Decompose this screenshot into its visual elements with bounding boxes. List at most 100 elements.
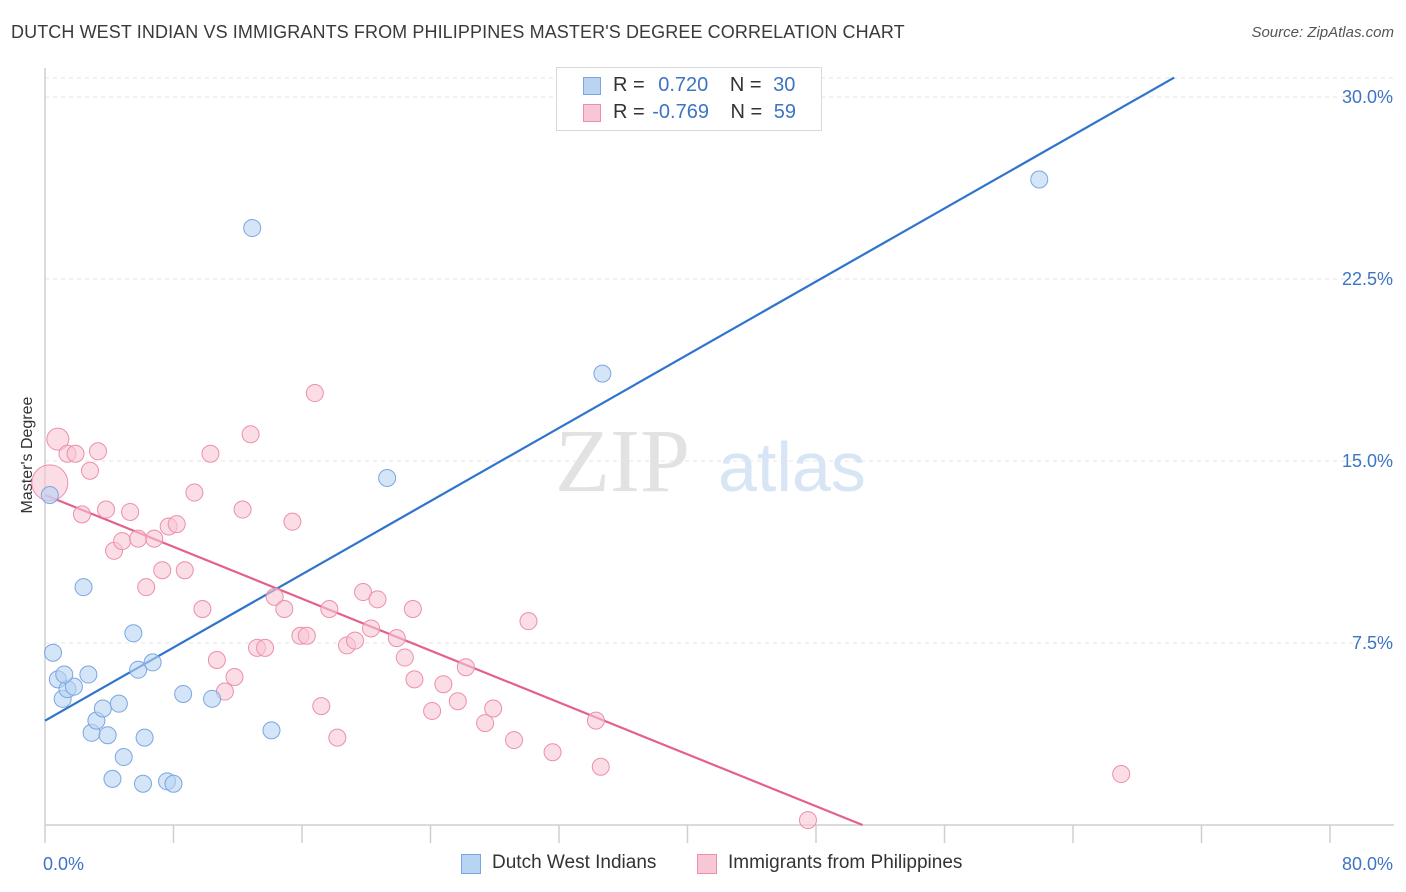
- tick-labels: 7.5% 15.0% 22.5% 30.0% 0.0% 80.0%: [43, 87, 1393, 874]
- data-point-pink: [305, 384, 324, 403]
- bottom-legend-label-blue: Dutch West Indians: [492, 852, 657, 873]
- data-point-blue: [593, 364, 612, 383]
- data-point-pink: [798, 811, 817, 830]
- data-point-pink: [368, 590, 387, 609]
- data-point-pink: [137, 578, 156, 597]
- data-point-blue: [129, 660, 148, 679]
- data-point-pink: [153, 561, 172, 580]
- legend-swatch-blue: [583, 77, 601, 95]
- data-point-blue: [143, 653, 162, 672]
- legend: R = 0.720 N = 30 R = -0.769 N = 59: [556, 67, 822, 131]
- trend-line-blue: [44, 76, 1175, 722]
- data-point-pink: [312, 697, 331, 716]
- legend-r-label: R =: [613, 101, 645, 123]
- trend-line-pink: [44, 493, 863, 827]
- data-point-pink: [185, 483, 204, 502]
- data-point-pink: [519, 612, 538, 631]
- source-label: Source: ZipAtlas.com: [1251, 24, 1394, 41]
- y-tick-label: 15.0%: [1342, 451, 1393, 471]
- data-point-pink: [193, 600, 212, 619]
- data-point-pink: [328, 728, 347, 747]
- data-point-pink: [476, 714, 495, 733]
- bottom-legend-swatch-blue: [461, 854, 481, 874]
- data-point-pink: [403, 600, 422, 619]
- data-point-blue: [93, 699, 112, 718]
- data-point-blue: [109, 694, 128, 713]
- data-point-pink: [448, 692, 467, 711]
- data-point-pink: [346, 631, 365, 650]
- data-point-pink: [505, 731, 524, 750]
- data-point-pink: [320, 600, 339, 619]
- data-point-pink: [167, 515, 186, 534]
- data-point-pink: [283, 512, 302, 531]
- data-point-pink: [423, 701, 442, 720]
- watermark: ZIP atlas: [555, 412, 866, 511]
- data-point-pink: [97, 500, 116, 519]
- data-point-pink: [395, 648, 414, 667]
- legend-n-label: N =: [730, 101, 763, 123]
- y-tick-label: 7.5%: [1352, 633, 1393, 653]
- data-point-blue: [133, 774, 152, 793]
- data-point-pink: [201, 444, 220, 463]
- data-point-pink: [586, 711, 605, 730]
- y-tick-label: 30.0%: [1342, 87, 1393, 107]
- data-point-pink: [241, 425, 260, 444]
- data-point-pink: [362, 619, 381, 638]
- data-point-pink: [233, 500, 252, 519]
- data-point-blue: [55, 665, 74, 684]
- legend-r-label: R =: [613, 74, 645, 96]
- data-point-blue: [378, 468, 397, 487]
- data-point-pink: [456, 658, 475, 677]
- data-point-blue: [74, 578, 93, 597]
- data-point-blue: [203, 689, 222, 708]
- data-point-pink: [66, 444, 85, 463]
- data-point-pink: [1112, 765, 1131, 784]
- data-point-pink: [145, 529, 164, 548]
- data-points: [31, 170, 1131, 830]
- data-point-blue: [114, 748, 133, 767]
- data-point-pink: [354, 583, 373, 602]
- data-point-blue: [1030, 170, 1049, 189]
- data-point-pink: [72, 505, 91, 524]
- data-point-blue: [64, 677, 83, 696]
- data-point-pink: [297, 626, 316, 645]
- data-point-blue: [135, 728, 154, 747]
- data-point-blue: [44, 643, 63, 662]
- y-tick-label: 22.5%: [1342, 269, 1393, 289]
- data-point-pink: [89, 442, 108, 461]
- data-point-pink: [434, 675, 453, 694]
- data-point-blue: [124, 624, 143, 643]
- data-point-blue: [243, 219, 262, 238]
- legend-n-label: N =: [729, 74, 762, 96]
- data-point-blue: [103, 769, 122, 788]
- legend-n-value-blue: 30: [773, 74, 796, 96]
- data-point-pink: [121, 502, 140, 521]
- data-point-blue: [174, 684, 193, 703]
- data-point-blue: [40, 485, 59, 504]
- legend-r-value-pink: -0.769: [652, 101, 709, 123]
- data-point-pink: [591, 757, 610, 776]
- chart-title: DUTCH WEST INDIAN VS IMMIGRANTS FROM PHI…: [11, 22, 905, 42]
- x-tick-label-max: 80.0%: [1342, 854, 1393, 874]
- trend-lines: [44, 76, 1175, 827]
- data-point-pink: [129, 529, 148, 548]
- data-point-blue: [164, 774, 183, 793]
- legend-swatch-pink: [583, 104, 601, 122]
- data-point-blue: [98, 726, 117, 745]
- data-point-pink: [113, 532, 132, 551]
- data-point-pink: [225, 667, 244, 686]
- data-point-pink: [46, 427, 70, 451]
- data-point-pink: [405, 670, 424, 689]
- legend-n-value-pink: 59: [773, 101, 797, 123]
- data-point-pink: [275, 600, 294, 619]
- bottom-legend-label-pink: Immigrants from Philippines: [728, 852, 963, 873]
- data-point-pink: [387, 629, 406, 648]
- data-point-pink: [256, 638, 275, 657]
- data-point-blue: [262, 721, 281, 740]
- x-tick-label-min: 0.0%: [43, 854, 84, 874]
- bottom-legend-swatch-pink: [697, 854, 717, 874]
- gridlines: [45, 77, 1394, 644]
- watermark-atlas: atlas: [718, 428, 866, 506]
- data-point-pink: [80, 461, 99, 480]
